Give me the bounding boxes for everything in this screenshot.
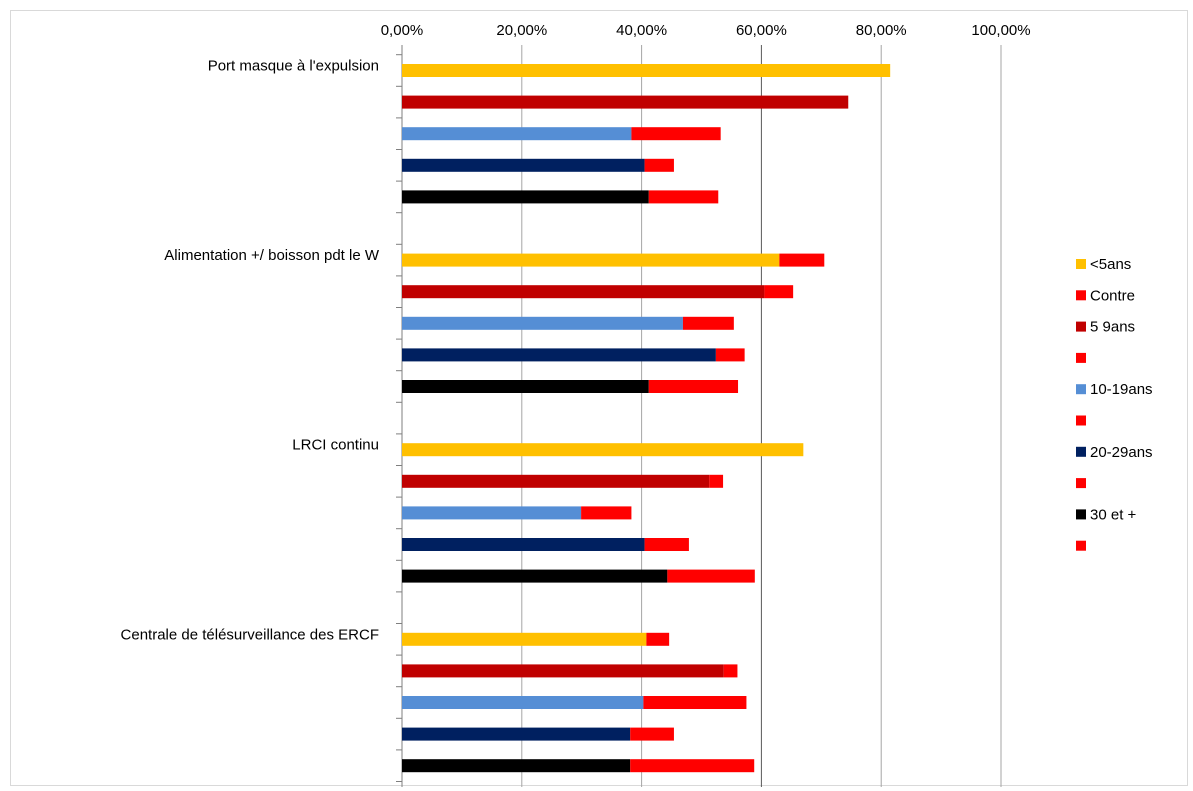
legend-swatch: [1076, 509, 1086, 520]
legend-swatch: [1076, 478, 1086, 489]
legend-swatch: [1076, 290, 1086, 301]
stacked-bar-chart: 0,00% 20,00% 40,00% 60,00% 80,00% 100,00% Port…: [121, 22, 1153, 787]
legend-swatch: [1076, 259, 1086, 269]
bar-segment-age: [402, 253, 780, 267]
legend-swatch: [1076, 446, 1086, 457]
bar-segment-age: [402, 127, 632, 141]
legend-swatch: [1076, 415, 1086, 426]
x-tick-label: 60,00%: [736, 22, 787, 39]
bar-segment-contre: [630, 727, 674, 741]
x-tick-label: 20,00%: [496, 22, 547, 39]
bar-segment-contre: [644, 538, 689, 551]
x-tick-label: 100,00%: [971, 22, 1030, 39]
category-label: Port masque à l'expulsion: [208, 58, 379, 75]
bar-segment-age: [402, 632, 647, 646]
category-label: Alimentation +/ boisson pdt le W: [164, 247, 380, 264]
legend-label: 10-19ans: [1090, 381, 1153, 398]
bar-segment-contre: [643, 696, 747, 709]
x-tick-label: 80,00%: [856, 22, 907, 39]
legend-label: 20-29ans: [1090, 444, 1153, 461]
bar-segment-contre: [682, 316, 734, 330]
bar-segment-age: [402, 474, 710, 488]
bar-segment-age: [402, 696, 644, 709]
bar-segment-age: [402, 95, 849, 109]
bar-segment-age: [402, 569, 668, 583]
bar-segment-age: [402, 316, 683, 330]
bar-segment-contre: [644, 158, 674, 172]
bar-segment-contre: [648, 190, 719, 204]
bar-segment-contre: [764, 285, 794, 299]
x-tick-label: 40,00%: [616, 22, 667, 39]
legend-label: Contre: [1090, 287, 1135, 304]
bar-segment-age: [402, 348, 716, 362]
bar-segment-age: [402, 158, 645, 172]
legend-label: 5 9ans: [1090, 319, 1135, 336]
bar-segment-age: [402, 759, 631, 773]
bar-segment-contre: [667, 569, 755, 583]
x-tick-label: 0,00%: [381, 22, 424, 39]
bar-segment-contre: [709, 474, 724, 488]
bar-segment-age: [402, 538, 645, 551]
legend-swatch: [1076, 352, 1086, 363]
bar-segment-age: [402, 727, 631, 741]
bar-segment-contre: [648, 380, 739, 393]
bar-segment-contre: [631, 127, 721, 141]
bar-segment-age: [402, 190, 649, 204]
bar-segment-contre: [723, 664, 738, 678]
bar-segment-age: [402, 443, 804, 457]
chart-frame: 0,00% 20,00% 40,00% 60,00% 80,00% 100,00% Port…: [10, 10, 1188, 787]
bar-segment-age: [402, 380, 649, 393]
bar-segment-contre: [646, 632, 670, 646]
legend-swatch: [1076, 321, 1086, 332]
bar-segment-contre: [630, 759, 755, 773]
bar-segment-age: [402, 285, 765, 299]
bar-segment-age: [402, 664, 724, 678]
legend-label: 30 et +: [1090, 506, 1137, 523]
category-label: LRCI continu: [292, 437, 379, 454]
bar-segment-age: [402, 64, 891, 77]
bar-segment-contre: [581, 506, 632, 520]
legend-label: <5ans: [1090, 256, 1131, 273]
bar-segment-age: [402, 506, 582, 520]
bar-segment-contre: [779, 253, 825, 267]
legend-swatch: [1076, 540, 1086, 551]
bar-segment-contre: [715, 348, 745, 362]
legend-swatch: [1076, 384, 1086, 395]
category-label: Centrale de télésurveillance des ERCF: [121, 626, 379, 643]
